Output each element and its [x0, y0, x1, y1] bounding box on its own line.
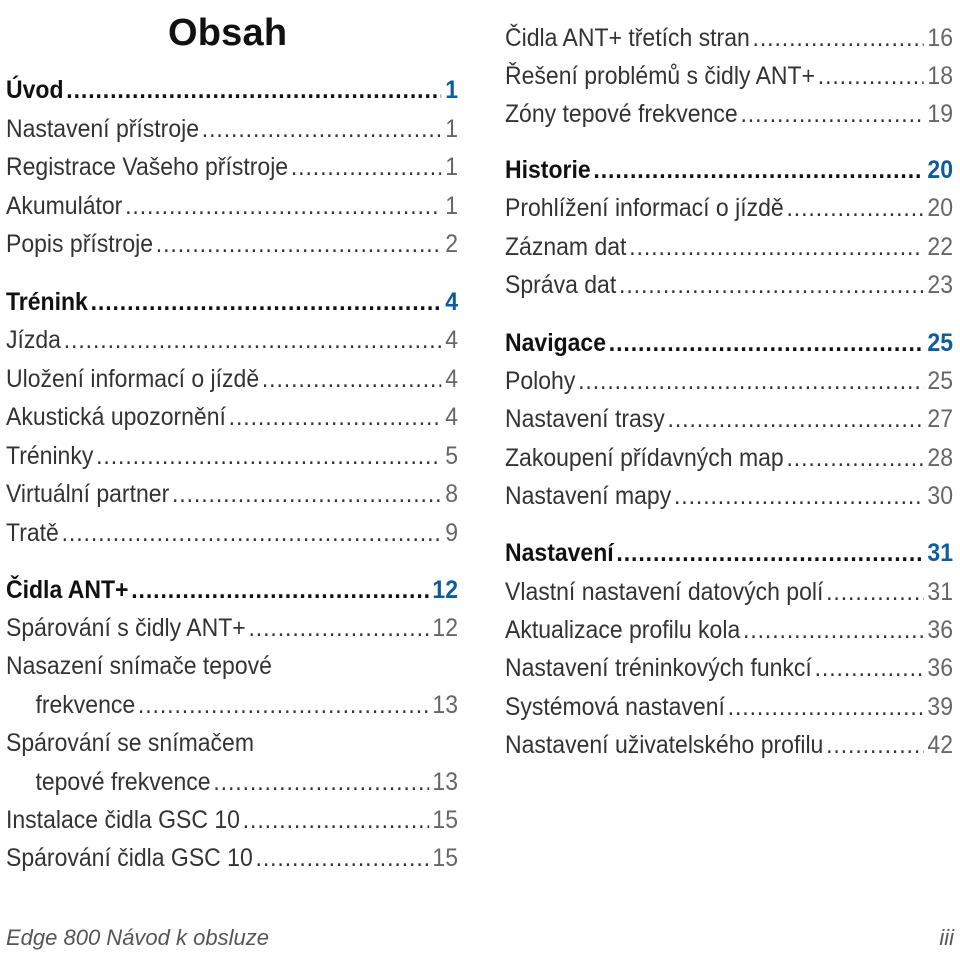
- toc-entry[interactable]: Tratě9: [6, 513, 458, 553]
- toc-section-navigace[interactable]: Navigace25: [505, 323, 953, 363]
- toc-entry[interactable]: Nastavení tréninkových funkcí36: [505, 648, 953, 688]
- toc-entry[interactable]: Uložení informací o jízdě4: [6, 359, 458, 399]
- toc-section-trenink[interactable]: Trénink4: [6, 282, 458, 322]
- footer-page-number: iii: [939, 925, 954, 950]
- toc-entry[interactable]: Záznam dat22: [505, 227, 953, 267]
- toc-entry[interactable]: Správa dat23: [505, 265, 953, 305]
- toc-entry[interactable]: Čidla ANT+ třetích stran16: [505, 18, 953, 58]
- toc-entry[interactable]: Spárování se snímačem: [6, 729, 255, 757]
- toc-section-uvod[interactable]: Úvod1: [6, 70, 458, 110]
- toc-entry[interactable]: Systémová nastavení39: [505, 687, 953, 727]
- page-title: Obsah: [168, 12, 288, 54]
- toc-entry[interactable]: Virtuální partner8: [6, 474, 458, 514]
- footer-manual-title: Edge 800 Návod k obsluze: [6, 925, 269, 950]
- toc-entry[interactable]: Zóny tepové frekvence19: [505, 94, 953, 134]
- toc-entry[interactable]: Nastavení mapy30: [505, 476, 953, 516]
- toc-entry[interactable]: Spárování čidla GSC 1015: [6, 838, 458, 878]
- toc-entry-continued[interactable]: frekvence13: [6, 685, 458, 725]
- toc-entry[interactable]: Popis přístroje2: [6, 224, 458, 264]
- toc-entry-continued[interactable]: tepové frekvence13: [6, 762, 458, 802]
- toc-entry[interactable]: Registrace Vašeho přístroje1: [6, 147, 458, 187]
- toc-entry[interactable]: Nastavení přístroje1: [6, 109, 458, 149]
- toc-entry[interactable]: Nasazení snímače tepové: [6, 652, 272, 680]
- toc-entry[interactable]: Vlastní nastavení datových polí31: [505, 572, 953, 612]
- toc-entry[interactable]: Tréninky5: [6, 436, 458, 476]
- toc-entry[interactable]: Nastavení uživatelského profilu42: [505, 725, 953, 765]
- toc-section-historie[interactable]: Historie20: [505, 150, 953, 190]
- toc-entry[interactable]: Spárování s čidly ANT+12: [6, 608, 458, 648]
- toc-entry[interactable]: Instalace čidla GSC 1015: [6, 800, 458, 840]
- toc-section-cidla[interactable]: Čidla ANT+12: [6, 570, 458, 610]
- toc-entry[interactable]: Akustická upozornění4: [6, 397, 458, 437]
- toc-entry[interactable]: Aktualizace profilu kola36: [505, 610, 953, 650]
- toc-section-nastaveni[interactable]: Nastavení31: [505, 533, 953, 573]
- toc-entry[interactable]: Prohlížení informací o jízdě20: [505, 188, 953, 228]
- toc-entry[interactable]: Řešení problémů s čidly ANT+18: [505, 56, 953, 96]
- toc-entry[interactable]: Jízda4: [6, 320, 458, 360]
- toc-entry[interactable]: Nastavení trasy27: [505, 399, 953, 439]
- toc-entry[interactable]: Polohy25: [505, 361, 953, 401]
- toc-entry[interactable]: Akumulátor1: [6, 186, 458, 226]
- toc-entry[interactable]: Zakoupení přídavných map28: [505, 438, 953, 478]
